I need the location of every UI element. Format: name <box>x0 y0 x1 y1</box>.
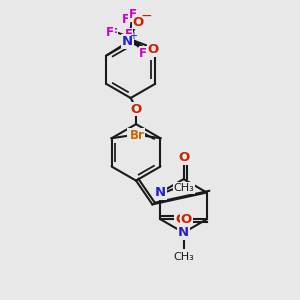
Text: F: F <box>124 28 132 41</box>
Text: N: N <box>122 35 133 48</box>
Text: F: F <box>139 47 147 60</box>
Text: N: N <box>155 186 166 199</box>
Text: F: F <box>129 8 137 21</box>
Text: CH₃: CH₃ <box>174 183 195 193</box>
Text: O: O <box>130 103 142 116</box>
Text: F: F <box>110 27 118 40</box>
Text: F: F <box>122 14 129 26</box>
Text: Br: Br <box>128 129 143 142</box>
Text: O: O <box>175 213 187 226</box>
Text: O: O <box>148 43 159 56</box>
Text: F: F <box>106 26 114 39</box>
Text: −: − <box>140 8 152 22</box>
Text: O: O <box>178 151 189 164</box>
Text: CH₃: CH₃ <box>173 252 194 262</box>
Text: O: O <box>132 16 144 28</box>
Text: O: O <box>181 213 192 226</box>
Text: N: N <box>178 226 189 239</box>
Text: Br: Br <box>129 129 144 142</box>
Text: +: + <box>129 31 137 41</box>
